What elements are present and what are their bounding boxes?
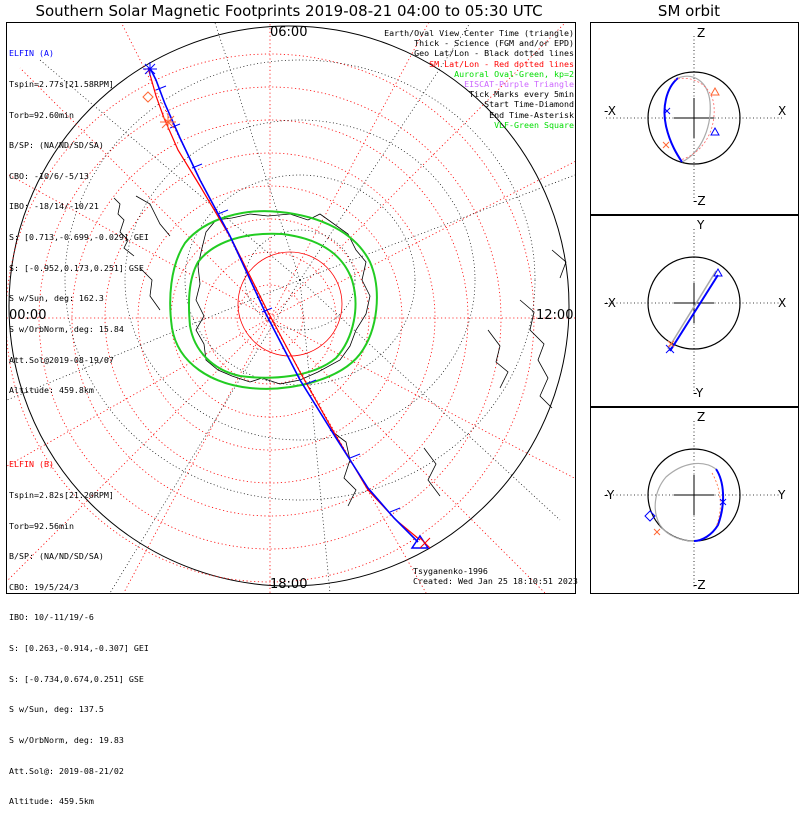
sm-panel-1-right-label: X [778,104,787,118]
sm-orbit-panel-yz [590,407,799,594]
auroral-oval [169,210,378,390]
legend-item: SM Lat/Lon - Red dotted lines [429,58,574,69]
legend-item: End Time-Asterisk [489,109,574,120]
sm-meridians [7,23,575,593]
elfin-b-line: B/SP: (NA/ND/SD/SA) [9,551,104,562]
elfin-a-info: ELFIN (A) Tspin=2.77s[21.58RPM] Torb=92.… [9,28,149,406]
elfin-a-line: S w/Sun, deg: 162.3 [9,293,104,304]
elfin-b-info: ELFIN (B) Tspin=2.82s[21.20RPM] Torb=92.… [9,439,149,817]
legend-item: Thick - Science (FGM and/or EPD) [414,38,574,49]
legend-item: Geo Lat/Lon - Black dotted lines [414,48,574,59]
legend-item: Tick Marks every 5min [469,89,574,100]
created-label: Created: Wed Jan 25 18:10:51 2023 [413,576,578,587]
sm-panel-3-bottom-label: -Z [693,578,706,592]
model-label: Tsyganenko-1996 [413,566,488,576]
sm-panel-2-top-label: Y [697,218,705,232]
sm-panel-1-top-label: Z [697,26,706,40]
elfin-b-line: S: [0.263,-0.914,-0.307] GEI [9,643,149,654]
elfin-a-line: CBO: -10/6/-5/13 [9,170,89,181]
sm-orbit-plots [606,36,782,587]
elfin-b-line: Tspin=2.82s[21.20RPM] [9,490,114,501]
sm-panel-2-bottom-label: -Y [693,386,704,400]
footprint-polar-map [7,23,575,593]
legend-item: EISCAT-Purple Triangle [464,79,574,90]
earth-limb [8,25,570,587]
coastlines [113,195,567,507]
clock-label-left: 00:00 [9,308,47,323]
elfin-b-line: S w/Sun, deg: 137.5 [9,704,104,715]
sm-panel-3-top-label: Z [697,410,706,424]
elfin-a-line: Tspin=2.77s[21.58RPM] [9,79,114,90]
clock-label-right: 12:00 [536,308,574,323]
elfin-a-line: B/SP: (NA/ND/SD/SA) [9,140,104,151]
map-legend: Earth/Oval View Center Time (triangle) T… [384,28,574,130]
elfin-a-track [149,67,419,543]
sm-panel-1-graphics [606,36,782,198]
sm-orbit-title: SM orbit [657,2,721,20]
sm-panel-2-left-label: -X [604,296,616,310]
elfin-a-start-asterisk [143,62,157,76]
elfin-b-line: Altitude: 459.5km [9,796,94,807]
elfin-b-line: Att.Sol@: 2019-08-21/02 [9,765,124,776]
elfin-a-line: S w/OrbNorm, deg: 15.84 [9,323,124,334]
elfin-b-line: S: [-0.734,0.674,0.251] GSE [9,673,144,684]
elfin-b-start-diamond [142,91,154,103]
elfin-b-end-asterisk [160,114,176,130]
plot-title: Southern Solar Magnetic Footprints 2019-… [35,2,543,20]
track-ticks [155,85,401,513]
elfin-a-line: Altitude: 459.8km [9,385,94,396]
elfin-a-line: Att.Sol@2019-08-19/07 [9,354,114,365]
sm-panel-3-left-label: -Y [604,488,615,502]
elfin-a-line: S: [-0.952,0.173,0.251] GSE [9,262,144,273]
sm-panel-3-graphics [606,421,782,587]
elfin-a-line: IBO: -18/14/-10/21 [9,201,99,212]
sm-panel-1-left-label: -X [604,104,616,118]
elfin-b-end-asterisk-2 [419,537,431,549]
elfin-b-line: IBO: 10/-11/19/-6 [9,612,94,623]
legend-item: Auroral Oval-Green, kp=2 [454,68,574,79]
elfin-a-line: Torb=92.60min [9,109,74,120]
elfin-b-name: ELFIN (B) [9,459,54,470]
legend-item: Earth/Oval View Center Time (triangle) [384,28,574,38]
sm-panel-2-graphics [606,229,782,391]
sm-orbit-panel-xz [590,22,799,215]
elfin-b-line: S w/OrbNorm, deg: 19.83 [9,734,124,745]
sm-panel-1-bottom-label: -Z [693,194,706,208]
polar-cap-circle [237,251,343,357]
footprint-map-frame [6,22,576,594]
elfin-b-line: Torb=92.56min [9,520,74,531]
legend-item: Start Time-Diamond [484,99,574,110]
elfin-a-name: ELFIN (A) [9,48,54,59]
legend-item: VLF-Green Square [494,119,574,130]
elfin-a-line: S: [0.713,-0.699,-0.029] GEI [9,232,149,243]
geo-grid [7,23,575,593]
clock-label-bottom: 18:00 [270,577,308,592]
map-footer: Tsyganenko-1996 Created: Wed Jan 25 18:1… [413,566,578,586]
elfin-b-line: CBO: 19/5/24/3 [9,581,79,592]
sm-panel-2-right-label: X [778,296,787,310]
sm-orbit-panel-xy [590,215,799,407]
clock-label-top: 06:00 [270,25,308,40]
sm-panel-3-right-label: Y [778,488,786,502]
